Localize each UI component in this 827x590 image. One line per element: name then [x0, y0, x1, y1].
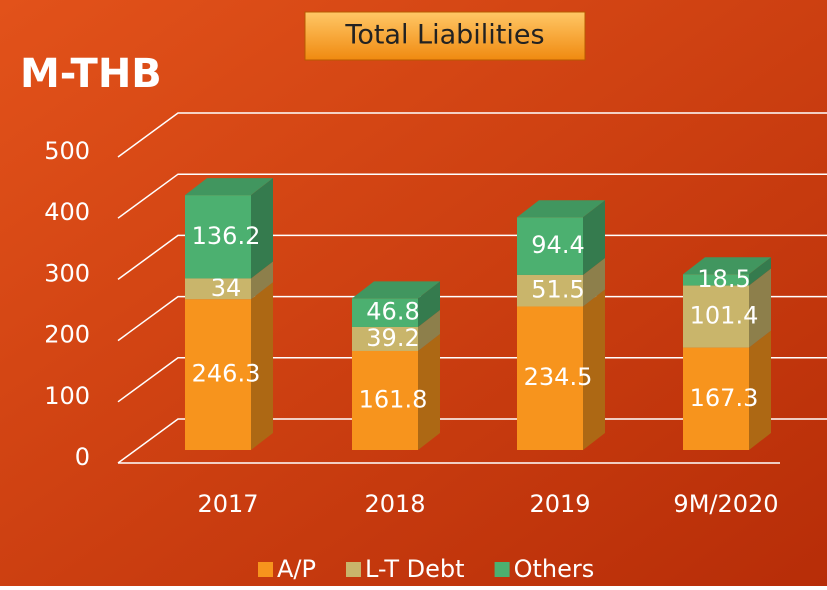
bar-segment	[185, 261, 273, 300]
bar-side	[251, 178, 273, 279]
bar-side	[418, 281, 440, 327]
data-label: 18.5	[697, 265, 750, 293]
bar-side	[251, 261, 273, 300]
bar-front	[352, 350, 418, 450]
y-tick-label: 400	[44, 198, 90, 226]
grid-line	[117, 295, 827, 342]
bar-front	[517, 306, 583, 450]
legend-label: A/P	[277, 555, 316, 583]
legend-label: Others	[514, 555, 595, 583]
bar-segment	[185, 282, 273, 450]
bar-front	[683, 274, 749, 286]
data-label: 94.4	[531, 231, 584, 259]
bar-side	[583, 257, 605, 307]
title-box	[304, 11, 586, 61]
data-label: 34	[211, 274, 242, 302]
y-tick-label: 100	[44, 382, 90, 410]
x-tick-label: 9M/2020	[673, 490, 778, 518]
bar-top	[517, 200, 605, 218]
bar-top	[352, 281, 440, 299]
bar-side	[583, 289, 605, 450]
bar-side	[749, 257, 771, 286]
data-label: 136.2	[192, 222, 261, 250]
bar-front	[517, 217, 583, 275]
data-label: 39.2	[366, 324, 419, 352]
grid-line	[117, 112, 827, 158]
bar-segment	[517, 289, 605, 450]
bar-side	[583, 200, 605, 275]
legend-swatch	[494, 562, 510, 577]
bar-front	[185, 195, 251, 279]
grid-line	[117, 173, 827, 219]
grid-line	[117, 418, 827, 464]
bar-front	[517, 274, 583, 307]
bar-side	[418, 333, 440, 450]
bar-front	[683, 285, 749, 348]
bar-front	[352, 326, 418, 351]
bar-side	[749, 330, 771, 450]
bar-segment	[185, 178, 273, 279]
chart-title: Total Liabilities	[344, 20, 544, 51]
y-tick-label: 0	[75, 443, 90, 471]
bar-segment	[683, 330, 771, 450]
bar-side	[749, 268, 771, 348]
bar-top	[683, 257, 771, 275]
bar-segment	[683, 268, 771, 348]
bar-front	[185, 278, 251, 300]
bar-front	[185, 299, 251, 450]
bar-segment	[352, 309, 440, 351]
bar-segment	[683, 257, 771, 286]
x-tick-label: 2018	[364, 490, 425, 518]
data-label: 161.8	[359, 385, 428, 413]
data-label: 246.3	[192, 360, 261, 388]
legend-swatch	[258, 562, 273, 577]
data-label: 234.5	[524, 363, 593, 391]
y-tick-label: 200	[44, 321, 90, 349]
x-tick-label: 2017	[197, 490, 258, 518]
grid-line	[117, 234, 827, 281]
x-tick-label: 2019	[529, 490, 590, 518]
y-axis-label: M-THB	[20, 51, 162, 97]
y-tick-label: 500	[44, 137, 90, 165]
legend-swatch	[345, 562, 361, 577]
bar-front	[352, 298, 418, 327]
y-tick-label: 300	[44, 259, 90, 287]
bar-top	[185, 178, 273, 196]
data-label: 101.4	[690, 302, 759, 330]
data-label: 51.5	[531, 276, 584, 304]
data-label: 167.3	[690, 384, 759, 412]
bar-front	[683, 347, 749, 450]
bar-segment	[352, 333, 440, 450]
grid-line	[117, 357, 827, 403]
bar-side	[418, 309, 440, 351]
data-label: 46.8	[366, 298, 419, 326]
bar-segment	[517, 257, 605, 307]
legend-label: L-T Debt	[365, 555, 465, 583]
bar-segment	[352, 281, 440, 327]
bar-side	[251, 282, 273, 450]
bar-segment	[517, 200, 605, 275]
